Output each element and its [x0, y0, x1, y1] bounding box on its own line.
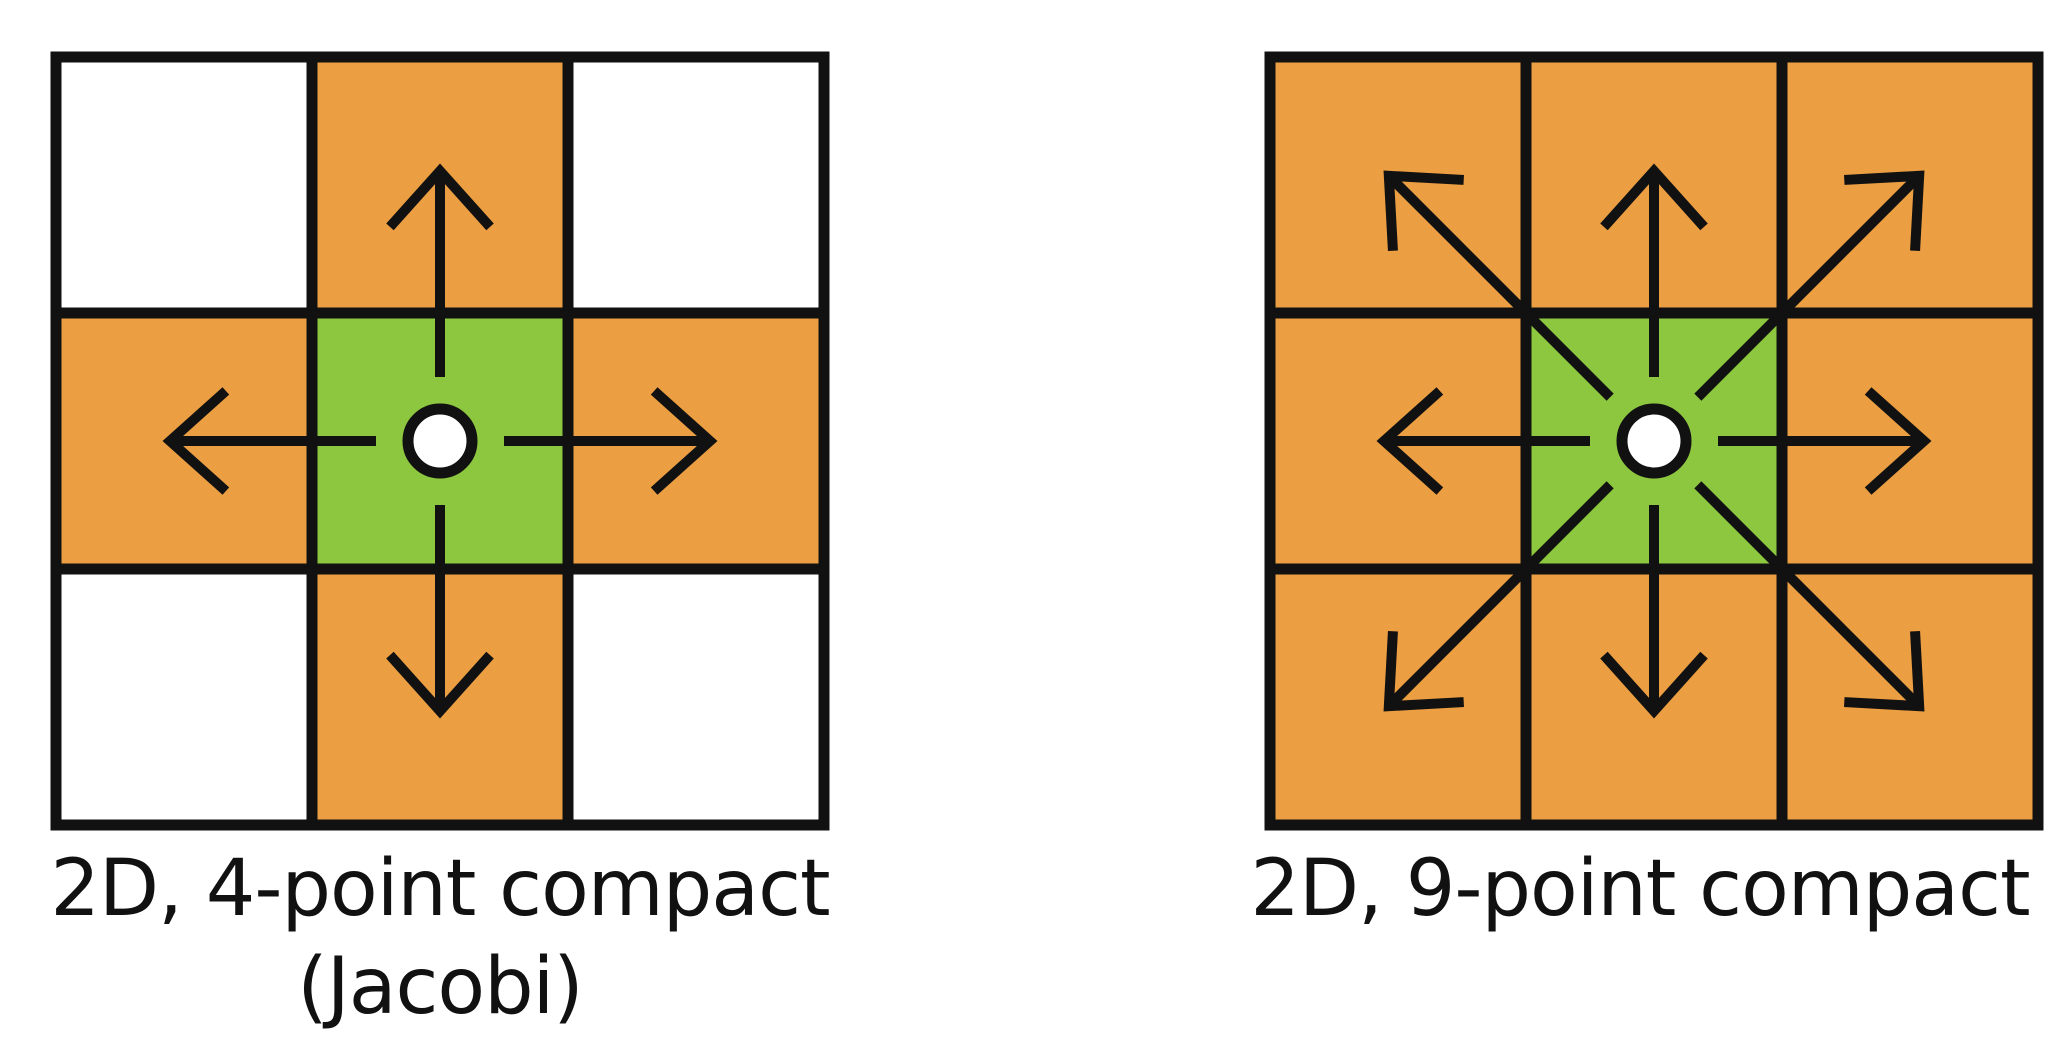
nine-point-arrow-right-head — [1864, 387, 1932, 495]
nine-point-outer-border — [1264, 51, 2044, 831]
nine-point-arrow-down-left-icon — [1383, 481, 1614, 712]
four-point-arrow-right-icon — [504, 387, 718, 495]
nine-point-arrow-up-left-shaft — [1389, 176, 1614, 401]
four-point-stencil-diagram — [50, 51, 830, 831]
four-point-outer-border — [50, 51, 830, 831]
nine-point-arrow-down-head — [1600, 651, 1708, 719]
nine-point-arrow-up-icon — [1600, 163, 1708, 377]
nine-point-arrow-up-right-icon — [1694, 170, 1925, 401]
nine-point-arrow-down-left-head — [1383, 631, 1464, 712]
four-point-center-point — [402, 403, 478, 479]
nine-point-arrow-up-left-icon — [1383, 170, 1614, 401]
nine-point-caption: 2D, 9-point compact — [1240, 840, 2040, 938]
four-point-cell-0-0 — [56, 57, 312, 313]
nine-point-arrow-left-head — [1376, 387, 1444, 495]
four-point-arrow-down-icon — [386, 505, 494, 719]
four-point-cell-2-0 — [56, 569, 312, 825]
nine-point-arrows — [1376, 163, 1932, 719]
four-point-arrow-up-icon — [386, 163, 494, 377]
nine-point-stencil-diagram — [1264, 51, 2044, 831]
four-point-arrow-right-head — [650, 387, 718, 495]
nine-point-center-point — [1616, 403, 1692, 479]
four-point-arrow-left-icon — [162, 387, 376, 495]
four-point-cell-0-2 — [568, 57, 824, 313]
four-point-caption-line1: 2D, 4-point compact — [50, 844, 830, 934]
nine-point-arrow-down-left-shaft — [1389, 481, 1614, 706]
nine-point-arrow-right-icon — [1718, 387, 1932, 495]
nine-point-caption-line1: 2D, 9-point compact — [1250, 844, 2030, 934]
nine-point-arrow-down-right-icon — [1694, 481, 1925, 712]
nine-point-arrow-down-right-shaft — [1694, 481, 1919, 706]
nine-point-arrow-up-right-head — [1844, 170, 1925, 251]
nine-point-arrow-up-left-head — [1383, 170, 1464, 251]
four-point-arrow-up-head — [386, 163, 494, 231]
four-point-cell-2-2 — [568, 569, 824, 825]
four-point-arrows — [162, 163, 718, 719]
nine-point-arrow-up-head — [1600, 163, 1708, 231]
nine-point-arrow-up-right-shaft — [1694, 176, 1919, 401]
nine-point-arrow-down-icon — [1600, 505, 1708, 719]
nine-point-arrow-left-icon — [1376, 387, 1590, 495]
four-point-caption: 2D, 4-point compact (Jacobi) — [20, 840, 860, 1036]
four-point-arrow-left-head — [162, 387, 230, 495]
four-point-arrow-down-head — [386, 651, 494, 719]
nine-point-arrow-down-right-head — [1844, 631, 1925, 712]
four-point-caption-line2: (Jacobi) — [297, 942, 583, 1032]
